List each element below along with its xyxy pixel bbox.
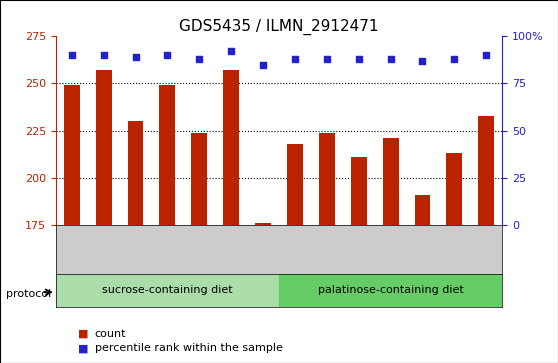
Bar [223, 70, 239, 363]
Point [386, 56, 395, 62]
Text: percentile rank within the sample: percentile rank within the sample [95, 343, 283, 354]
Point [323, 56, 331, 62]
Text: ■: ■ [78, 329, 89, 339]
Text: ■: ■ [78, 343, 89, 354]
Title: GDS5435 / ILMN_2912471: GDS5435 / ILMN_2912471 [179, 19, 379, 35]
Point [163, 52, 172, 58]
Bar [415, 195, 430, 363]
Bar [319, 132, 335, 363]
Point [131, 54, 140, 60]
Point [418, 58, 427, 64]
Bar [95, 70, 112, 363]
Text: sucrose-containing diet: sucrose-containing diet [102, 285, 233, 295]
Bar [351, 157, 367, 363]
Point [227, 49, 235, 54]
Text: palatinose-containing diet: palatinose-containing diet [318, 285, 464, 295]
Text: protocol: protocol [6, 289, 51, 299]
Bar [128, 121, 143, 363]
Point [258, 62, 267, 68]
Point [354, 56, 363, 62]
Point [482, 52, 490, 58]
Bar [279, 274, 502, 307]
Bar [191, 132, 207, 363]
Bar [56, 274, 279, 307]
Bar [446, 153, 463, 363]
Bar [255, 223, 271, 363]
Point [291, 56, 300, 62]
Bar [383, 138, 398, 363]
Bar [478, 115, 494, 363]
Point [450, 56, 459, 62]
Point [68, 52, 76, 58]
Point [99, 52, 108, 58]
Bar [64, 85, 80, 363]
Bar [287, 144, 303, 363]
Point [195, 56, 204, 62]
Bar [160, 85, 175, 363]
Text: count: count [95, 329, 126, 339]
